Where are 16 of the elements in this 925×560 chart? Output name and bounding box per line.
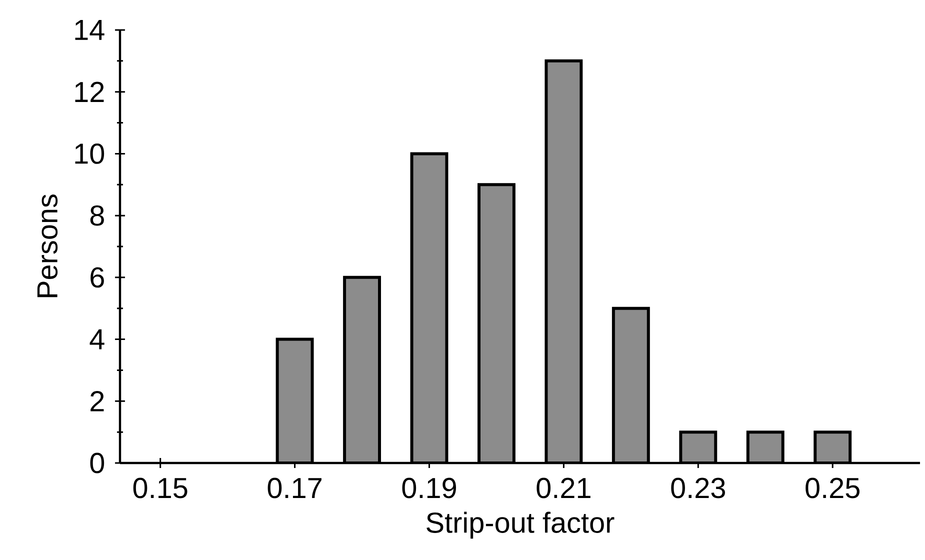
y-axis-title: Persons — [37, 194, 58, 298]
y-tick-label: 6 — [90, 267, 104, 288]
y-tick-label: 0 — [90, 452, 104, 474]
y-tick-label: 10 — [75, 143, 104, 164]
x-tick-label: 0.21 — [536, 478, 590, 498]
y-tick-label: 4 — [90, 329, 104, 350]
x-tick-label: 0.23 — [671, 478, 725, 498]
y-tick-label: 8 — [90, 205, 104, 226]
y-tick-label: 2 — [90, 391, 104, 412]
x-tick-label: 0.25 — [806, 478, 860, 498]
x-tick-label: 0.19 — [402, 478, 456, 498]
y-tick-label: 12 — [75, 82, 104, 102]
x-axis-title: Strip-out factor — [426, 512, 614, 539]
y-tick-label: 14 — [75, 20, 104, 40]
x-tick-label: 0.15 — [133, 478, 188, 498]
x-tick-label: 0.17 — [268, 478, 322, 498]
